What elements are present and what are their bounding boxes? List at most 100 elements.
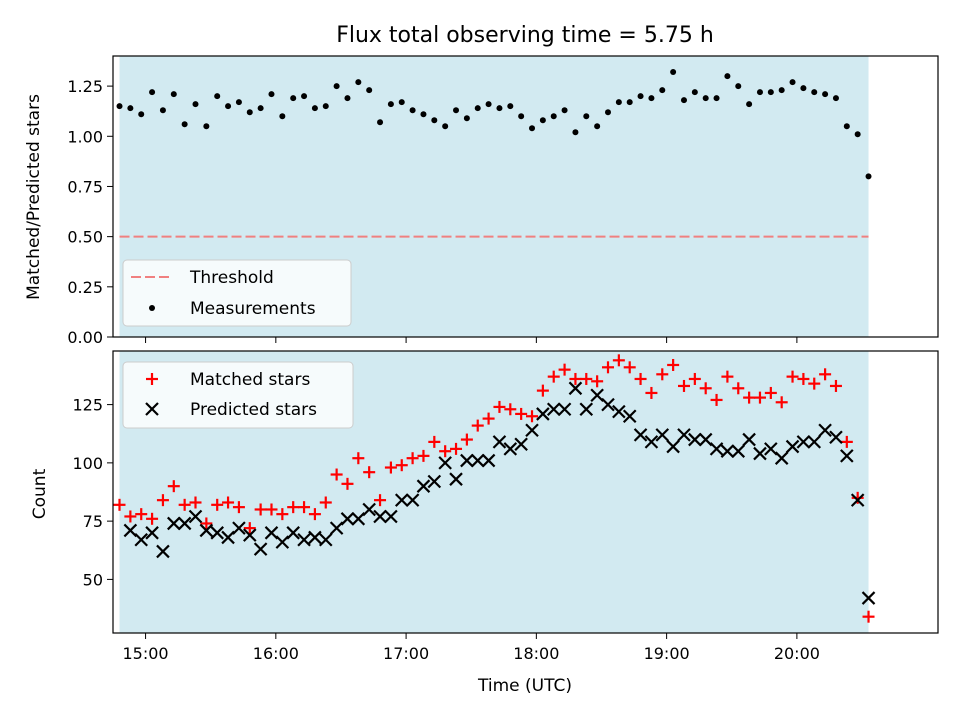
measurement-point xyxy=(550,113,557,120)
predicted-star-point xyxy=(318,532,333,547)
predicted-star-point xyxy=(481,453,496,468)
measurement-point xyxy=(529,125,536,132)
legend-measurements-label: Measurements xyxy=(190,299,316,319)
y-tick-label: 75 xyxy=(83,512,103,531)
measurement-point xyxy=(138,111,145,118)
predicted-star-point xyxy=(709,442,724,456)
predicted-star-point xyxy=(308,530,322,545)
predicted-star-point xyxy=(470,453,485,468)
matched-star-point xyxy=(406,452,419,465)
matched-star-point xyxy=(515,407,528,420)
predicted-star-point xyxy=(774,451,789,465)
measurement-point xyxy=(572,129,579,136)
top-legend-box xyxy=(122,259,352,327)
predicted-star-point xyxy=(232,521,246,535)
matched-star-point xyxy=(222,496,235,509)
measurement-point xyxy=(214,93,221,100)
predicted-star-point xyxy=(167,516,181,531)
predicted-star-point xyxy=(394,493,409,507)
matched-star-point xyxy=(395,459,408,472)
matched-star-point xyxy=(775,396,788,409)
measurement-point xyxy=(637,93,644,100)
measurement-point xyxy=(398,99,405,106)
predicted-star-point xyxy=(677,428,691,442)
predicted-stars-points xyxy=(123,381,876,605)
matched-star-point xyxy=(743,391,756,404)
measurement-point xyxy=(713,95,720,102)
measurement-point xyxy=(746,101,753,108)
predicted-star-point xyxy=(340,512,355,526)
predicted-star-point xyxy=(536,407,550,421)
measurement-point xyxy=(225,103,232,110)
matched-star-point xyxy=(439,445,452,458)
measurement-point xyxy=(377,119,384,126)
predicted-star-point xyxy=(785,439,800,454)
matched-star-point xyxy=(374,494,387,507)
measurement-point xyxy=(442,123,449,130)
measurement-points xyxy=(116,69,872,180)
matched-star-point xyxy=(829,379,842,392)
measurement-point xyxy=(594,123,601,130)
top-y-axis-label: Matched/Predicted stars xyxy=(24,94,44,300)
predicted-star-point xyxy=(438,456,452,470)
measurement-point xyxy=(387,101,394,108)
predicted-star-point xyxy=(622,409,637,424)
predicted-star-point xyxy=(188,509,203,524)
measurement-point xyxy=(463,115,470,122)
legend-threshold-label: Threshold xyxy=(189,268,274,288)
matched-star-point xyxy=(471,419,484,432)
measurement-point xyxy=(203,123,210,130)
bottom-y-axis-label: Count xyxy=(30,468,50,519)
predicted-star-point xyxy=(134,532,149,547)
bottom-panel: 50 75 100 125 15:00 16:00 17:00 18:00 19:00 20:0… xyxy=(30,350,939,696)
matched-star-point xyxy=(308,508,321,521)
measurement-point xyxy=(648,95,655,102)
predicted-star-point xyxy=(253,542,268,556)
measurement-point xyxy=(127,105,134,112)
matched-star-point xyxy=(634,372,647,385)
measurement-point xyxy=(811,89,818,96)
y-tick-label: 0.25 xyxy=(67,278,103,297)
predicted-star-point xyxy=(579,402,594,417)
top-x-ticks xyxy=(145,337,798,343)
legend-matched-swatch xyxy=(146,373,158,385)
matched-star-point xyxy=(189,496,202,509)
predicted-star-point xyxy=(373,509,387,524)
matched-star-point xyxy=(591,375,604,388)
matched-star-point xyxy=(124,510,137,523)
matched-star-point xyxy=(569,372,582,385)
y-tick-label: 0.00 xyxy=(67,328,103,347)
bottom-axes-frame xyxy=(112,350,939,634)
predicted-star-point xyxy=(720,444,735,458)
measurement-point xyxy=(735,83,742,90)
predicted-star-point xyxy=(405,493,420,507)
matched-star-point xyxy=(341,477,354,490)
measurement-point xyxy=(843,123,850,130)
predicted-star-point xyxy=(742,432,756,447)
predicted-star-point xyxy=(612,404,626,419)
measurement-point xyxy=(301,93,308,100)
predicted-star-point xyxy=(644,435,659,449)
predicted-star-point xyxy=(655,428,670,442)
predicted-star-point xyxy=(156,544,170,559)
matched-star-point xyxy=(363,466,376,479)
matched-star-point xyxy=(667,358,680,371)
measurement-point xyxy=(170,91,177,98)
legend-matched-label: Matched stars xyxy=(190,370,310,390)
measurement-point xyxy=(789,79,796,86)
matched-star-point xyxy=(265,503,278,516)
predicted-star-point xyxy=(427,474,442,489)
predicted-star-point xyxy=(840,449,854,463)
bottom-legend: Matched stars Predicted stars xyxy=(122,361,354,429)
top-axes-frame xyxy=(112,55,939,338)
measurement-point xyxy=(485,101,492,108)
y-tick-label: 125 xyxy=(72,396,103,415)
matched-star-point xyxy=(135,508,148,521)
measurement-point xyxy=(290,95,297,102)
measurement-point xyxy=(724,73,731,80)
predicted-star-point xyxy=(850,493,865,507)
measurement-point xyxy=(279,113,286,120)
matched-star-point xyxy=(547,370,560,383)
matched-star-point xyxy=(732,382,745,395)
matched-star-point xyxy=(786,370,799,383)
